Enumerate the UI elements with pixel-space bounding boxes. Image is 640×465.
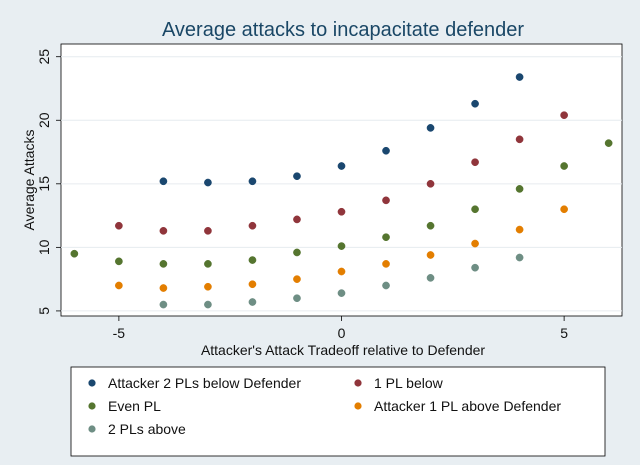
series-4 bbox=[115, 205, 568, 292]
y-tick-label: 5 bbox=[36, 307, 52, 315]
data-point bbox=[515, 253, 524, 262]
data-point bbox=[159, 177, 168, 186]
data-point bbox=[115, 257, 123, 266]
x-axis: -5 0 5 bbox=[113, 316, 568, 341]
data-point bbox=[337, 242, 346, 250]
data-point bbox=[382, 146, 390, 155]
data-point bbox=[204, 226, 212, 235]
data-point bbox=[159, 300, 168, 309]
y-tick-label: 15 bbox=[36, 176, 52, 192]
data-point bbox=[471, 263, 479, 272]
data-point bbox=[426, 124, 435, 132]
data-point bbox=[426, 251, 435, 259]
data-point bbox=[515, 135, 524, 144]
data-point bbox=[115, 281, 123, 290]
data-point bbox=[204, 300, 212, 309]
data-point bbox=[426, 221, 435, 230]
data-point bbox=[471, 239, 479, 248]
legend-label: 2 PLs above bbox=[108, 421, 186, 437]
data-point bbox=[337, 289, 346, 297]
legend-label: Even PL bbox=[108, 398, 161, 414]
data-point bbox=[204, 178, 212, 187]
data-point bbox=[337, 267, 346, 276]
y-tick-label: 25 bbox=[36, 49, 52, 65]
legend-marker bbox=[354, 379, 362, 387]
data-point bbox=[293, 215, 301, 224]
legend-label: 1 PL below bbox=[374, 375, 444, 391]
y-axis-label: Average Attacks bbox=[21, 130, 37, 231]
data-point bbox=[560, 111, 568, 120]
data-points bbox=[70, 73, 613, 309]
legend-item: 1 PL below bbox=[354, 375, 444, 391]
data-point bbox=[248, 280, 257, 289]
data-point bbox=[248, 298, 257, 306]
data-point bbox=[159, 284, 168, 292]
series-1 bbox=[159, 73, 524, 187]
legend-item: 2 PLs above bbox=[88, 421, 186, 437]
legend-label: Attacker 1 PL above Defender bbox=[374, 398, 561, 414]
legend-marker bbox=[354, 402, 362, 410]
data-point bbox=[159, 260, 168, 268]
data-point bbox=[604, 139, 613, 147]
data-point bbox=[515, 225, 524, 234]
data-point bbox=[337, 162, 346, 170]
legend-marker bbox=[88, 402, 96, 410]
data-point bbox=[382, 196, 390, 205]
x-axis-label: Attacker's Attack Tradeoff relative to D… bbox=[201, 342, 485, 358]
x-tick-label: 5 bbox=[560, 325, 568, 341]
series-3 bbox=[70, 139, 613, 268]
data-point bbox=[382, 233, 390, 242]
data-point bbox=[560, 162, 568, 170]
data-point bbox=[204, 260, 212, 268]
data-point bbox=[293, 248, 301, 257]
x-tick-label: -5 bbox=[113, 325, 126, 341]
legend-item: Attacker 1 PL above Defender bbox=[354, 398, 561, 414]
series-2 bbox=[115, 111, 568, 235]
data-point bbox=[382, 260, 390, 268]
series-5 bbox=[159, 253, 524, 309]
legend-item: Attacker 2 PLs below Defender bbox=[88, 375, 301, 391]
data-point bbox=[159, 226, 168, 235]
y-tick-label: 10 bbox=[36, 239, 52, 255]
chart-title: Average attacks to incapacitate defender bbox=[162, 19, 524, 41]
x-tick-label: 0 bbox=[338, 325, 346, 341]
data-point bbox=[471, 99, 479, 108]
legend-marker bbox=[88, 425, 96, 433]
data-point bbox=[293, 172, 301, 181]
data-point bbox=[293, 294, 301, 303]
y-axis: 5 10 15 20 25 bbox=[36, 49, 61, 315]
data-point bbox=[115, 221, 123, 230]
legend-marker bbox=[88, 379, 96, 387]
legend: Attacker 2 PLs below Defender 1 PL below E… bbox=[88, 375, 561, 437]
data-point bbox=[382, 281, 390, 290]
data-point bbox=[471, 158, 479, 167]
data-point bbox=[70, 249, 79, 258]
data-point bbox=[248, 256, 257, 264]
data-point bbox=[515, 185, 524, 193]
legend-box bbox=[70, 366, 606, 457]
data-point bbox=[471, 205, 479, 214]
y-tick-label: 20 bbox=[36, 112, 52, 128]
data-point bbox=[248, 221, 257, 230]
data-point bbox=[515, 73, 524, 81]
data-point bbox=[293, 275, 301, 283]
data-point bbox=[337, 207, 346, 216]
data-point bbox=[248, 177, 257, 186]
data-point bbox=[426, 274, 435, 282]
data-point bbox=[560, 205, 568, 214]
data-point bbox=[426, 179, 435, 188]
data-point bbox=[204, 282, 212, 291]
legend-label: Attacker 2 PLs below Defender bbox=[108, 375, 301, 391]
legend-item: Even PL bbox=[88, 398, 161, 414]
